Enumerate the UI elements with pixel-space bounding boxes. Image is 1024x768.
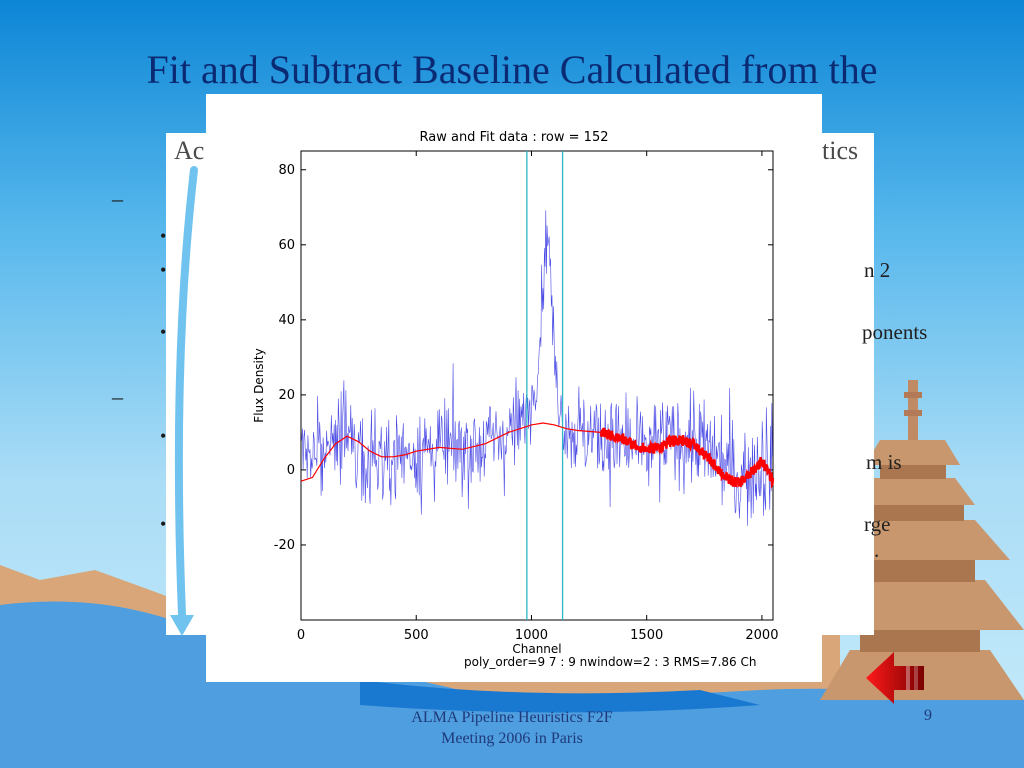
y-tick-label: 60 xyxy=(278,238,295,253)
chart-card: Raw and Fit data : row = 152 0 500 1000 1500… xyxy=(206,94,822,682)
text-fragment: m is xyxy=(866,450,902,474)
raw-spectrum-line xyxy=(300,210,773,526)
background-panel-heading-right: tics xyxy=(822,136,859,165)
y-tick-label: -20 xyxy=(274,538,295,553)
flux-density-chart: Raw and Fit data : row = 152 0 500 1000 1500… xyxy=(252,130,778,669)
dash-marker-1: – xyxy=(112,186,123,211)
slide-title: Fit and Subtract Baseline Calculated fro… xyxy=(146,47,878,92)
x-tick-label: 1000 xyxy=(515,628,548,643)
dash-marker-2: – xyxy=(112,384,123,409)
chart-footer-text: poly_order=9 7 : 9 nwindow=2 : 3 RMS=7.8… xyxy=(464,655,756,669)
page-number: 9 xyxy=(924,707,932,724)
x-tick-label: 1500 xyxy=(630,628,663,643)
baseline-fit-thick-segment xyxy=(599,427,775,490)
bullet-marker: • xyxy=(160,322,167,342)
chart-title: Raw and Fit data : row = 152 xyxy=(420,130,609,145)
text-fragment: . xyxy=(874,538,880,562)
background-panel-heading-left: Ac xyxy=(174,136,205,165)
bullet-marker: • xyxy=(160,260,167,280)
flow-arrow xyxy=(170,166,198,636)
bullet-marker: • xyxy=(160,226,167,246)
blue-hills xyxy=(0,601,1024,768)
y-tick-label: 40 xyxy=(278,313,295,328)
x-tick-label: 2000 xyxy=(745,628,778,643)
text-fragment: n 2 xyxy=(864,258,891,282)
y-axis-label: Flux Density xyxy=(252,348,266,422)
footer-line-2: Meeting 2006 in Paris xyxy=(441,730,583,747)
slide-footer: ALMA Pipeline Heuristics F2F Meeting 200… xyxy=(352,707,672,749)
text-fragment: rge xyxy=(864,512,891,536)
x-tick-label: 0 xyxy=(297,628,305,643)
x-axis-label: Channel xyxy=(512,642,561,656)
bullet-marker: • xyxy=(160,514,167,534)
footer-line-1: ALMA Pipeline Heuristics F2F xyxy=(411,709,613,726)
x-tick-label: 500 xyxy=(404,628,429,643)
back-arrow-icon[interactable] xyxy=(864,650,928,706)
y-tick-label: 80 xyxy=(278,163,295,178)
bullet-marker: • xyxy=(160,426,167,446)
y-tick-label: 20 xyxy=(278,388,295,403)
y-tick-label: 0 xyxy=(287,463,295,478)
lake xyxy=(360,680,760,713)
chart-container: Raw and Fit data : row = 152 0 500 1000 1500… xyxy=(206,94,822,682)
text-fragment: ponents xyxy=(862,320,928,344)
